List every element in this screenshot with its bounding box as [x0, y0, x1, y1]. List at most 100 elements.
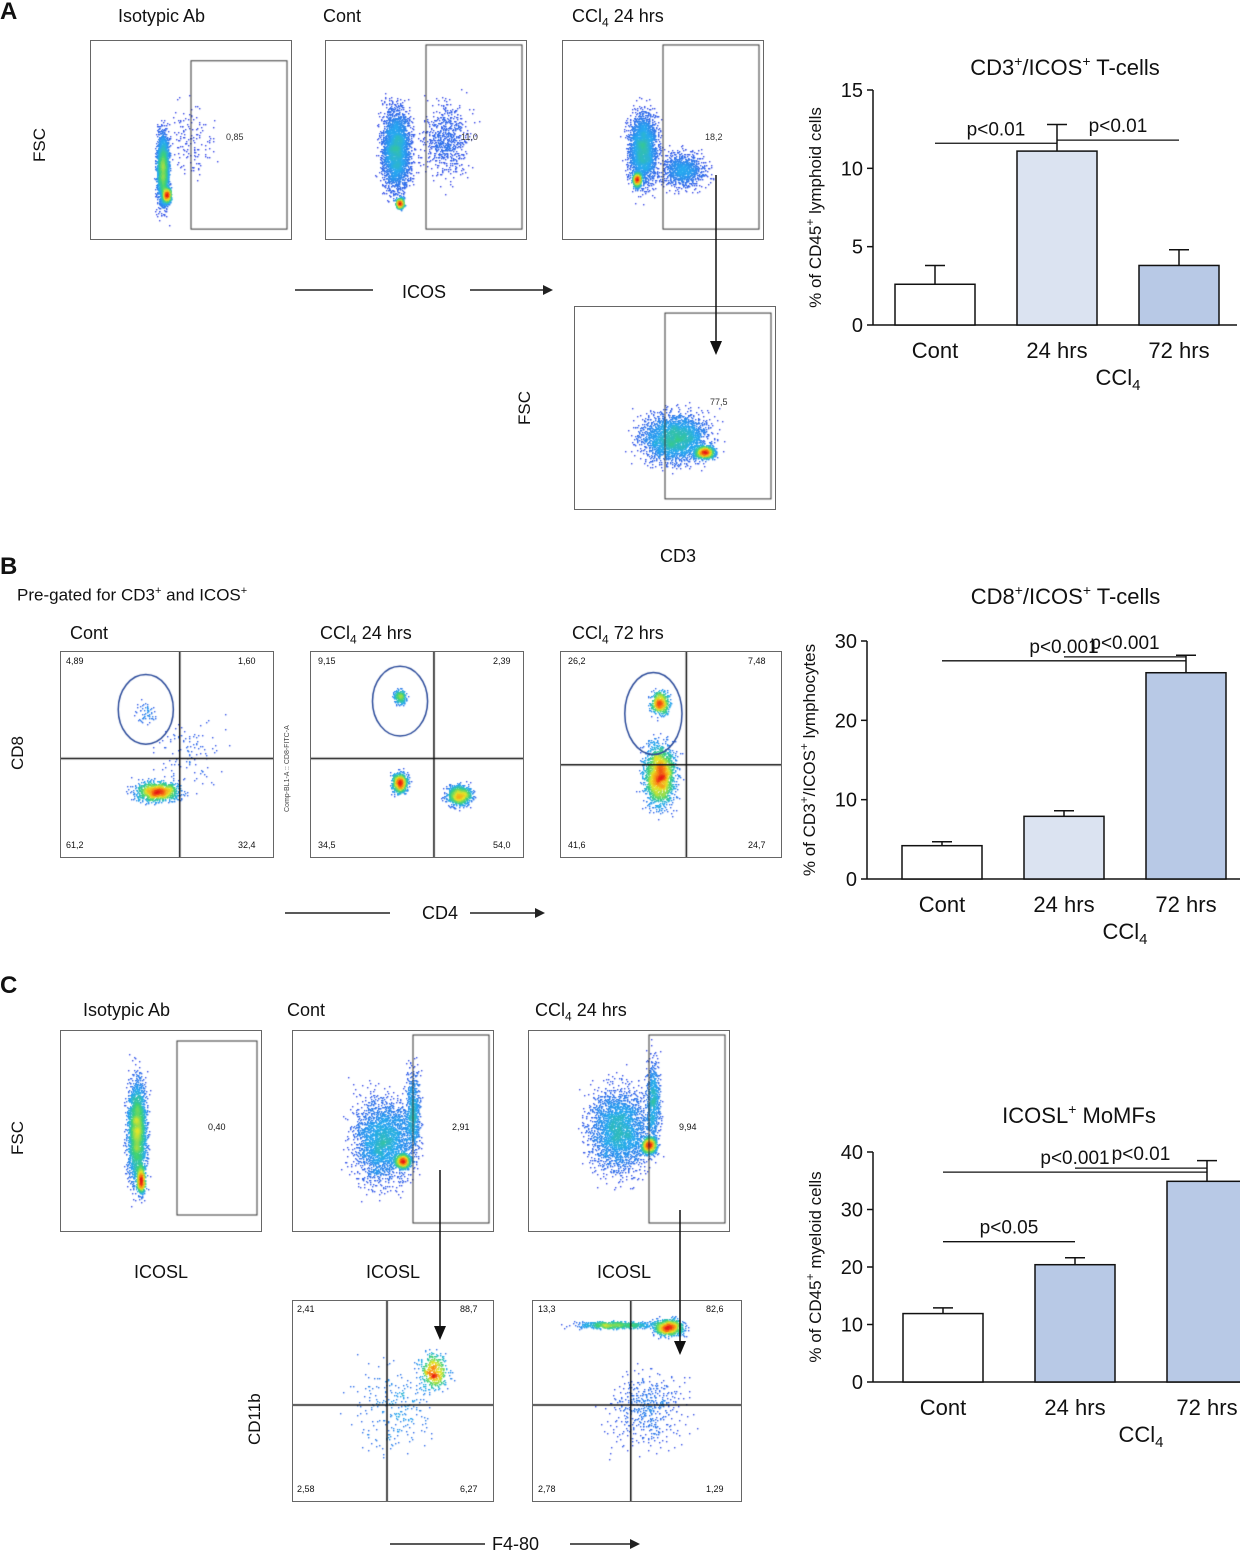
b-q-ur-3: 7,48: [748, 656, 766, 666]
sub-4: 4: [350, 632, 357, 647]
group-label-sub: 4: [1155, 1434, 1163, 1451]
x-tick-label: Cont: [919, 892, 965, 917]
ylabel-part: % of CD3: [800, 803, 819, 876]
bar-72-hrs: [1166, 1180, 1240, 1383]
ylabel-part: /ICOS: [800, 750, 819, 796]
x-tick-label: 72 hrs: [1155, 892, 1216, 917]
b-q-ul-1: 4,89: [66, 656, 84, 666]
c-plot-cont: [292, 1030, 494, 1232]
b-plot-72: [560, 651, 782, 858]
x-tick-label: Cont: [920, 1395, 966, 1420]
ylabel-part: myeloid cells: [806, 1171, 825, 1273]
c-gate-value-1: 0,40: [208, 1122, 226, 1132]
bar-cont: [894, 283, 976, 326]
sub-4: 4: [602, 632, 609, 647]
title-part: CD8: [971, 584, 1015, 609]
b-header-cont: Cont: [70, 623, 109, 643]
c-gate-value-3: 9,94: [679, 1122, 697, 1132]
b-arrow-line: [285, 908, 545, 918]
x-tick-label: Cont: [912, 338, 958, 363]
a-header-ccl4: CCl4 24 hrs: [572, 6, 664, 30]
title-sup: +: [1068, 1101, 1076, 1117]
chart-title: CD3+/ICOS+ T-cells: [970, 53, 1160, 80]
group-label-sub: 4: [1132, 377, 1140, 394]
y-tick-label: 5: [852, 237, 863, 259]
c-header-ccl4: CCl4 24 hrs: [535, 1000, 627, 1024]
a-gate-value-2: 11,0: [461, 132, 478, 142]
ylabel-sup: +: [797, 796, 811, 803]
c-x-axis-icosl-1: ICOSL: [134, 1262, 189, 1282]
b-q-ll-1: 61,2: [66, 840, 84, 850]
a-gate-value-3: 18,2: [705, 132, 723, 142]
c-q-ll-1: 2,58: [297, 1484, 315, 1494]
title-sup: +: [1014, 53, 1022, 69]
a-plot-isotypic: [90, 40, 292, 240]
time-text: 24 hrs: [576, 1000, 627, 1020]
ccl-text: CCl: [320, 623, 350, 643]
title-part: MoMFs: [1076, 1103, 1155, 1128]
b-plot-24: [310, 651, 524, 858]
a-header-cont: Cont: [323, 6, 362, 26]
chart-title: ICOSL+ MoMFs: [1002, 1101, 1156, 1128]
ccl-text: CCl: [572, 6, 602, 26]
c-density-isotypic: [61, 1031, 261, 1231]
title-part: /ICOS: [1022, 55, 1082, 80]
a-header-isotypic: Isotypic Ab: [118, 6, 206, 26]
c-density-cont: [293, 1031, 493, 1231]
time-text: 24 hrs: [361, 623, 412, 643]
pregate-and-text: and ICOS: [161, 585, 241, 605]
ylabel-part: % of CD45: [806, 1280, 825, 1362]
b-q-ur-2: 2,39: [493, 656, 511, 666]
sub-4: 4: [565, 1009, 572, 1024]
y-tick-label: 0: [846, 869, 857, 891]
pregate-text: Pre-gated for CD3: [17, 585, 155, 605]
y-tick-label: 40: [841, 1142, 863, 1164]
bar-72-hrs: [1145, 671, 1227, 880]
c-q-lr-2: 1,29: [706, 1484, 724, 1494]
a-plot-ccl4: [562, 40, 764, 240]
a-density-cd3: [575, 307, 775, 509]
y-tick-label: 10: [841, 1315, 863, 1337]
bar-72-hrs: [1138, 264, 1220, 326]
a-arrow-line: [295, 285, 553, 295]
title-part: T-cells: [1091, 584, 1160, 609]
b-density-24: [311, 652, 523, 857]
c-gating-arrow-2: [674, 1210, 686, 1355]
y-axis-label: % of CD45+ lymphoid cells: [803, 107, 825, 308]
group-label-ccl4: CCl4: [1102, 919, 1147, 948]
ccl-text: CCl: [572, 623, 602, 643]
y-tick-label: 20: [835, 710, 857, 732]
a-plot-cont: [325, 40, 527, 240]
c-plot-cd11b-ccl4: [532, 1300, 742, 1502]
y-axis-label: % of CD45+ myeloid cells: [803, 1171, 825, 1362]
y-tick-label: 30: [835, 631, 857, 653]
b-header-ccl4-24: CCl4 24 hrs: [320, 623, 412, 647]
title-part: T-cells: [1091, 55, 1160, 80]
p-value-label: p<0.01: [1089, 116, 1148, 137]
title-sup: +: [1082, 53, 1090, 69]
title-sup: +: [1083, 582, 1091, 598]
a-density-ccl4: [563, 41, 763, 239]
c-plot-ccl4: [528, 1030, 730, 1232]
p-value-label: p<0.01: [967, 119, 1026, 140]
c-density-ccl4: [529, 1031, 729, 1231]
sup-plus: +: [240, 585, 248, 597]
c-q-ll-2: 2,78: [538, 1484, 556, 1494]
y-tick-label: 10: [841, 158, 863, 180]
c-header-isotypic: Isotypic Ab: [83, 1000, 171, 1020]
y-tick-label: 10: [835, 790, 857, 812]
group-label-sub: 4: [1139, 931, 1147, 948]
a-gating-arrow: [710, 175, 722, 355]
c-gate-value-2: 2,91: [452, 1122, 470, 1132]
bar-cont: [902, 1312, 984, 1383]
b-q-ll-2: 34,5: [318, 840, 336, 850]
y-tick-label: 30: [841, 1200, 863, 1222]
bar-chart-b: 0 10 20 30 Cont 24 hrs 72 hrs CCl4 p<0.001p<0.00…: [797, 582, 1240, 948]
panel-letter-a: A: [0, 0, 18, 25]
b-q-ll-3: 41,6: [568, 840, 586, 850]
bar-chart-a: 0 5 10 15 Cont 24 hrs 72 hrs CCl4 p<0.01 p<0.01 CD…: [803, 53, 1237, 394]
c-gating-arrow-1: [434, 1170, 446, 1340]
y-tick-label: 15: [841, 80, 863, 102]
c-sub-y-axis-cd11b: CD11b: [245, 1393, 264, 1445]
c-q-ul-1: 2,41: [297, 1304, 315, 1314]
